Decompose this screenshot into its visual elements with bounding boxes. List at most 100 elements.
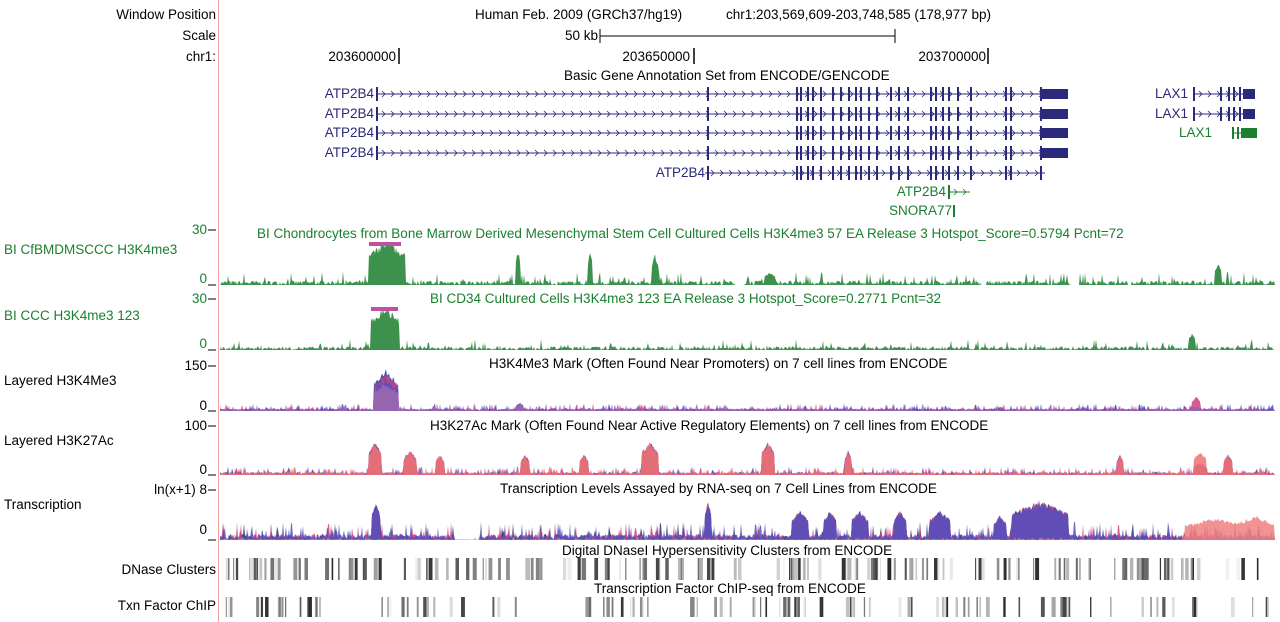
gene-label-atp2b4[interactable]: ATP2B4 [324,106,374,121]
strand-arrow [552,149,557,157]
gene-label-atp2b4-antisense[interactable]: ATP2B4 [896,184,946,199]
dnase-cluster [873,558,876,580]
tf-chip-cluster [696,597,699,617]
ruler-tick-label: 203650000 [622,49,690,64]
strand-arrow [381,129,386,137]
strand-arrow [732,90,737,98]
track-label-cfbmdmsccc[interactable]: BI CfBMDMSCCC H3K4me3 [4,242,178,257]
tf-chip-cluster [387,597,390,617]
dnase-cluster [277,558,281,580]
exon [942,166,944,180]
t5-signal-layer [220,501,1275,540]
gene-label-atp2b4[interactable]: ATP2B4 [324,145,374,160]
strand-arrow [381,90,386,98]
dnase-cluster [1017,558,1020,580]
exon [796,166,798,180]
gene-label-lax1[interactable]: LAX1 [1178,125,1212,140]
strand-arrow [921,110,926,118]
scale-label: Scale [182,28,216,43]
strand-arrow [962,169,967,177]
t6-title: Digital DNaseI Hypersensitivity Clusters… [562,543,893,558]
dnase-cluster [697,558,700,580]
exon [868,126,870,140]
strand-arrow [737,169,742,177]
exon [1005,107,1007,121]
dnase-cluster [293,558,298,580]
tf-chip-cluster [1194,597,1198,617]
tf-chip-cluster [797,597,800,617]
gene-label-atp2b4[interactable]: ATP2B4 [324,125,374,140]
gene-label-atp2b4[interactable]: ATP2B4 [324,86,374,101]
strand-arrow [516,110,521,118]
strand-arrow [1207,110,1212,118]
strand-arrow [426,110,431,118]
strand-arrow [453,90,458,98]
strand-arrow [786,110,791,118]
strand-arrow [507,149,512,157]
strand-arrow [588,90,593,98]
dnase-cluster [403,558,406,580]
dnase-cluster [910,558,914,580]
track-label-ccc[interactable]: BI CCC H3K4me3 123 [4,308,140,323]
strand-arrow [516,90,521,98]
dnase-cluster [1003,558,1007,580]
tf-chip-cluster [260,597,264,617]
gene-label-atp2b4[interactable]: ATP2B4 [655,165,705,180]
window-position-label: Window Position [116,7,216,22]
track-label-h3k27ac[interactable]: Layered H3K27Ac [4,433,114,448]
tf-chip-cluster [1110,597,1112,617]
exon [820,107,822,121]
exon [970,107,972,121]
strand-arrow [651,90,656,98]
exon [1220,107,1222,121]
dnase-cluster [567,558,572,580]
dnase-cluster [698,558,703,580]
strand-arrow [507,110,512,118]
exon [1005,146,1007,160]
strand-arrow [642,149,647,157]
exon [796,126,798,140]
dnase-cluster [791,558,796,580]
exon [948,126,950,140]
dnase-cluster [841,558,846,580]
strand-arrow [989,169,994,177]
exon [942,87,944,101]
dnase-cluster [428,558,433,580]
exon [855,126,857,140]
exon [1005,126,1007,140]
strand-arrow [759,90,764,98]
gene-label-snora77[interactable]: SNORA77 [888,203,952,218]
exon [907,146,909,160]
dnase-cluster [1241,558,1245,580]
t4-signal-layer [220,443,1275,475]
dnase-cluster [446,558,449,580]
dnase-cluster [1114,558,1116,580]
exon [840,146,842,160]
strand-arrow [660,110,665,118]
track-label-transcription[interactable]: Transcription [4,497,82,512]
strand-arrow [435,90,440,98]
track-label-txn-factor[interactable]: Txn Factor ChIP [117,598,216,613]
gene-label-lax1[interactable]: LAX1 [1154,106,1188,121]
strand-arrow [755,169,760,177]
strand-arrow [615,149,620,157]
tf-chip-cluster [319,597,321,617]
tf-chip-cluster [416,597,419,617]
exon [812,146,814,160]
dnase-cluster [417,558,421,580]
exon [907,87,909,101]
strand-arrow [678,149,683,157]
exon [898,146,900,160]
exon [1228,87,1230,101]
strand-arrow [687,110,692,118]
strand-arrow [1029,90,1034,98]
track-label-dnase[interactable]: DNase Clusters [121,562,216,577]
t7-title: Transcription Factor ChIP-seq from ENCOD… [594,581,866,596]
gene-label-lax1[interactable]: LAX1 [1154,86,1188,101]
dnase-cluster [1008,558,1011,580]
label-panel-separator[interactable] [218,0,219,622]
exon [970,87,972,101]
strand-arrow [471,149,476,157]
track-label-h3k4me3[interactable]: Layered H3K4Me3 [4,373,117,388]
